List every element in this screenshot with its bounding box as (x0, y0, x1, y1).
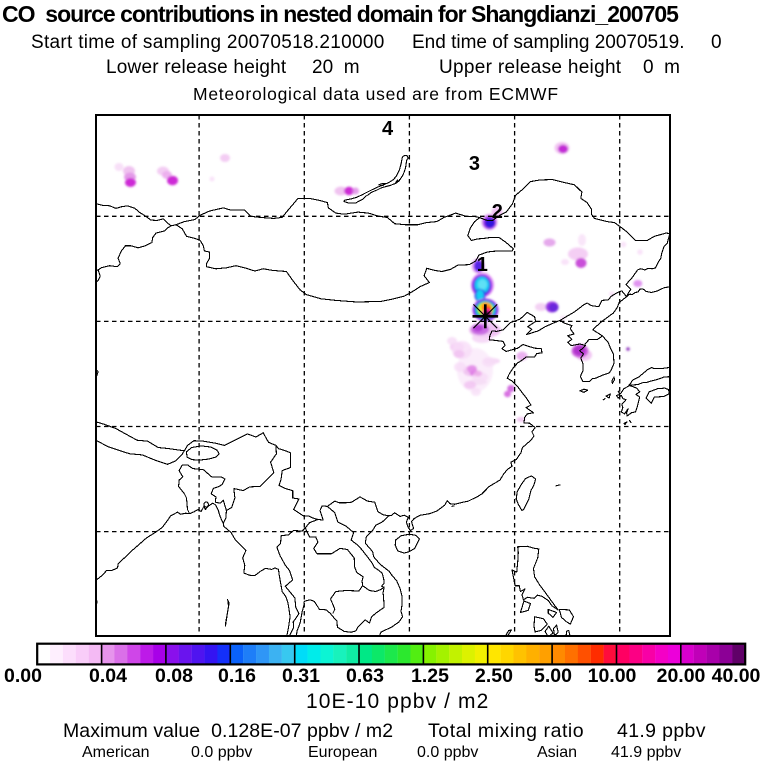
svg-text:1: 1 (477, 254, 488, 276)
svg-text:4: 4 (382, 118, 394, 140)
svg-text:2: 2 (492, 201, 503, 223)
svg-text:3: 3 (469, 153, 480, 175)
